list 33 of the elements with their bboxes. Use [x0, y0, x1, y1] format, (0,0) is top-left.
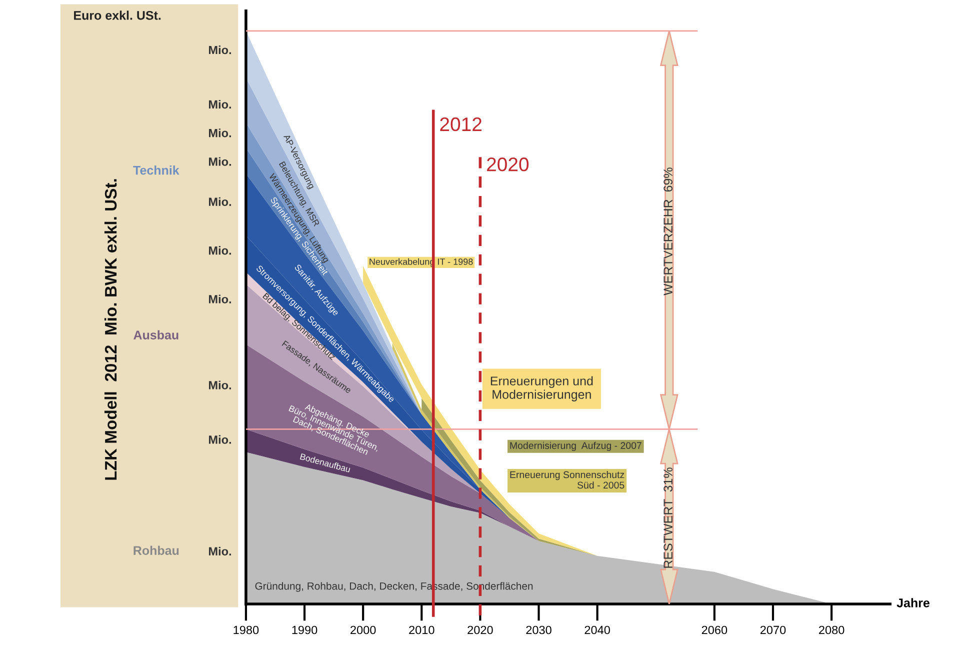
text: Erneuerung Sonnenschutz Süd - 2005: [510, 471, 624, 489]
x-tick-label: 2040: [584, 626, 610, 634]
text: Technik: [133, 166, 180, 175]
x-tick-label: 2000: [350, 626, 376, 634]
text: Mio.: [208, 197, 231, 206]
text: Rohbau: [134, 546, 179, 555]
annotation: RESTWERT 31%: [664, 468, 672, 568]
x-tick-label: 2080: [819, 626, 844, 634]
annotation: WERTVERZEHR 69%: [664, 168, 672, 296]
annotation: Erneuerungen und Modernisierungen: [490, 376, 593, 402]
x-axis-title: Jahre: [896, 598, 930, 608]
text: Mio.: [208, 380, 231, 390]
text: Euro exkl. USt.: [74, 10, 161, 20]
x-tick-label: 2070: [760, 626, 786, 634]
text: Mio.: [208, 546, 231, 556]
ref-line-label: 2020: [487, 158, 529, 172]
text: Mio.: [208, 435, 231, 444]
text: Modernisierung Aufzug - 2007: [510, 442, 642, 451]
text: Mio.: [208, 100, 231, 109]
ref-line-label: 2012: [440, 117, 482, 132]
x-tick-label: 1990: [292, 626, 318, 634]
text: Mio.: [208, 46, 231, 54]
x-tick-label: 2020: [468, 626, 493, 634]
text: Ausbau: [134, 330, 178, 340]
x-tick-label: 1980: [234, 626, 259, 634]
x-tick-label: 2030: [526, 626, 552, 634]
text: Mio.: [208, 128, 231, 138]
x-tick-label: 2060: [702, 626, 728, 634]
text: Mio.: [208, 246, 231, 255]
text: Mio.: [208, 157, 231, 166]
x-tick-label: 2010: [409, 626, 434, 634]
text: Mio.: [208, 294, 231, 304]
text: LZK Modell 2012 Mio. BWK exkl. USt.: [104, 179, 117, 480]
